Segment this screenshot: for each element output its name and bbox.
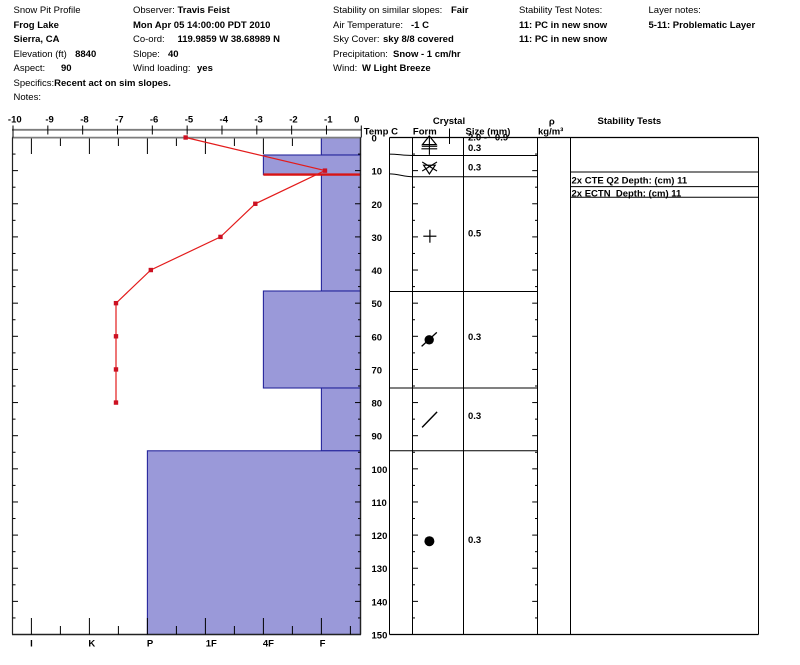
svg-text:0.5: 0.5 [468, 229, 482, 240]
svg-text:-1: -1 [324, 114, 333, 125]
svg-text:0.3: 0.3 [468, 411, 481, 422]
svg-text:0.3: 0.3 [468, 535, 481, 546]
svg-text:-8: -8 [80, 114, 88, 125]
svg-text:60: 60 [372, 332, 383, 343]
svg-text:0.3: 0.3 [468, 162, 481, 173]
svg-text:30: 30 [372, 233, 383, 244]
svg-text:Size (mm): Size (mm) [466, 127, 511, 138]
svg-text:P: P [147, 638, 154, 649]
svg-text:140: 140 [372, 597, 388, 608]
svg-text:130: 130 [372, 564, 388, 575]
svg-text:40: 40 [372, 266, 383, 277]
svg-text:-9: -9 [45, 114, 53, 125]
svg-text:-4: -4 [220, 114, 229, 125]
svg-text:K: K [88, 638, 95, 649]
svg-text:2x ECTN Depth: (cm) 11: 2x ECTN Depth: (cm) 11 [572, 189, 683, 200]
svg-text:0: 0 [372, 134, 377, 145]
svg-text:2x CTE Q2 Depth: (cm) 11: 2x CTE Q2 Depth: (cm) 11 [572, 175, 688, 186]
svg-text:90: 90 [372, 432, 383, 443]
svg-text:-6: -6 [150, 114, 158, 125]
svg-text:2.0 - 0.9: 2.0 - 0.9 [468, 133, 508, 144]
svg-text:70: 70 [372, 365, 383, 376]
svg-text:I: I [30, 638, 33, 649]
svg-text:80: 80 [372, 399, 383, 410]
svg-text:-10: -10 [8, 114, 22, 125]
svg-text:10: 10 [372, 167, 383, 178]
svg-text:20: 20 [372, 200, 383, 211]
svg-text:Stability Tests: Stability Tests [598, 116, 662, 127]
svg-text:kg/m³: kg/m³ [538, 126, 563, 137]
svg-text:-3: -3 [254, 114, 262, 125]
svg-text:120: 120 [372, 531, 388, 542]
svg-text:110: 110 [372, 498, 387, 509]
svg-text:0.3: 0.3 [468, 332, 481, 343]
svg-text:4F: 4F [263, 638, 274, 649]
svg-text:50: 50 [372, 299, 383, 310]
svg-text:1F: 1F [206, 638, 217, 649]
svg-text:-7: -7 [115, 114, 123, 125]
svg-text:Form: Form [413, 127, 437, 138]
svg-text:Crystal: Crystal [433, 116, 465, 127]
svg-text:ρ: ρ [549, 116, 555, 127]
svg-text:0: 0 [354, 114, 359, 125]
svg-text:-2: -2 [289, 114, 297, 125]
svg-text:100: 100 [372, 465, 388, 476]
svg-text:Temp C: Temp C [364, 127, 398, 138]
svg-text:F: F [320, 638, 326, 649]
svg-text:-5: -5 [185, 114, 194, 125]
svg-text:0.3: 0.3 [468, 143, 481, 154]
svg-text:150: 150 [372, 631, 388, 642]
